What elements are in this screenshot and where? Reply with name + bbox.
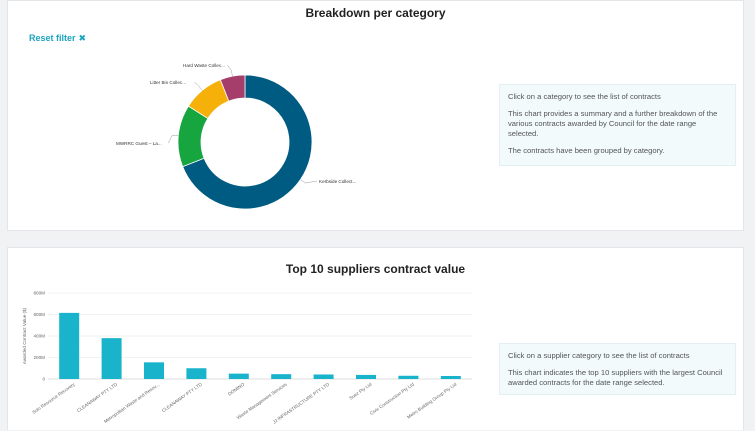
x-tick-label[interactable]: Suez Pty Ltd (348, 381, 373, 400)
bar[interactable] (356, 374, 376, 379)
y-tick-label: 600M (34, 312, 46, 317)
reset-filter-button[interactable]: Reset filter ✖ (29, 33, 86, 44)
breakdown-info-panel: Click on a category to see the list of c… (499, 84, 736, 166)
donut-leader-line (227, 64, 233, 77)
bar[interactable] (186, 368, 207, 379)
donut-slice[interactable] (219, 74, 246, 102)
donut-label[interactable]: Litter Bin Collec... (150, 80, 186, 85)
x-tick-label[interactable]: CLEANAWAY PTY LTD (76, 381, 119, 413)
donut-leader-line (168, 134, 179, 144)
donut-label[interactable]: MWRRC Guest – La... (116, 141, 162, 146)
bar[interactable] (59, 312, 80, 379)
x-tick-label[interactable]: Metro Building Group Pty Ltd (406, 381, 458, 419)
bar[interactable] (398, 375, 419, 379)
donut-label[interactable]: Kerbside Collect... (319, 179, 356, 184)
x-tick-label[interactable]: Solo Resource Recovery (31, 381, 76, 415)
donut-slice[interactable] (182, 74, 313, 210)
donut-leader-line (300, 179, 318, 184)
suppliers-bar-chart[interactable]: 0 200M 400M 600M 800M Awarded Contract Value … (8, 248, 745, 431)
bar[interactable] (440, 375, 461, 379)
x-tick-label[interactable]: DOMINO (227, 381, 246, 396)
breakdown-title: Breakdown per category (305, 6, 446, 20)
y-axis-label: Awarded Contract Value ($) (22, 307, 27, 364)
suppliers-card: Top 10 suppliers contract value 0 200M 400… (7, 247, 744, 430)
x-tick-label[interactable]: Civic Construction Pty Ltd (369, 381, 415, 416)
bar[interactable] (271, 374, 292, 379)
y-tick-label: 200M (34, 355, 46, 360)
bar[interactable] (101, 338, 122, 379)
suppliers-title: Top 10 suppliers contract value (285, 262, 466, 276)
y-tick-label: 0 (42, 377, 45, 382)
y-tick-label: 800M (34, 291, 46, 296)
breakdown-card: Breakdown per category Reset filter ✖ Ker… (7, 0, 744, 231)
bar[interactable] (144, 362, 164, 379)
y-tick-label: 400M (34, 334, 46, 339)
suppliers-info-line: This chart indicates the top 10 supplier… (508, 368, 723, 387)
bar[interactable] (228, 373, 249, 379)
reset-filter-label: Reset filter (29, 33, 76, 43)
donut-chart[interactable]: Kerbside Collect... MWRRC Guest – La... Li… (8, 1, 745, 232)
suppliers-info-panel: Click on a supplier category to see the … (499, 343, 736, 395)
breakdown-info-line: Click on a category to see the list of c… (508, 92, 661, 101)
bar[interactable] (313, 374, 334, 379)
x-tick-label[interactable]: CLEANAWAY PTY LTD (161, 381, 204, 413)
close-icon: ✖ (78, 33, 87, 43)
donut-leader-line (194, 81, 203, 91)
suppliers-info-line: Click on a supplier category to see the … (508, 351, 690, 360)
breakdown-info-line: The contracts have been grouped by categ… (508, 146, 665, 155)
breakdown-info-line: This chart provides a summary and a furt… (508, 109, 718, 138)
donut-label[interactable]: Hard Waste Collec... (183, 63, 225, 68)
